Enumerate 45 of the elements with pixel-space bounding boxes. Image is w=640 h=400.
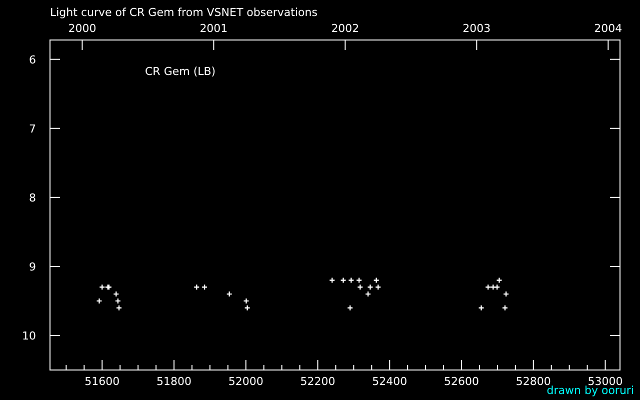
y-tick-label: 8 — [29, 191, 36, 204]
x2-tick-label: 2004 — [594, 22, 622, 35]
point — [340, 277, 346, 284]
point — [496, 277, 502, 284]
point — [373, 277, 380, 284]
point — [367, 284, 374, 290]
point — [116, 304, 122, 311]
x-tick-label: 52000 — [228, 375, 264, 388]
point — [194, 284, 200, 290]
point — [243, 298, 250, 304]
point — [96, 298, 102, 304]
point — [478, 304, 484, 311]
point — [494, 284, 500, 290]
y-tick-label: 6 — [29, 53, 36, 66]
annotation: CR Gem (LB) — [145, 65, 216, 78]
point — [364, 290, 372, 298]
point — [502, 304, 508, 311]
point — [490, 284, 496, 290]
point — [226, 290, 232, 298]
point — [114, 298, 122, 304]
x-tick-label: 52600 — [444, 375, 480, 388]
y-tick-label: 10 — [22, 329, 36, 342]
x-tick-label: 52400 — [372, 375, 408, 388]
point — [356, 277, 362, 284]
y-tick-label: 9 — [29, 260, 36, 274]
point — [485, 284, 492, 290]
x-tick-label: 51800 — [156, 375, 192, 388]
x-tick-label: 52200 — [300, 375, 336, 388]
point — [99, 284, 106, 290]
x2-tick-label: 2002 — [331, 22, 360, 35]
point — [346, 304, 354, 311]
y-tick-label: 7 — [29, 122, 36, 136]
x2-tick-label: 2003 — [462, 22, 491, 35]
point — [113, 290, 120, 298]
point — [201, 284, 208, 290]
point — [244, 304, 250, 311]
chart-title: Light curve of CR Gem from VSNET observations — [50, 6, 318, 19]
point — [348, 277, 354, 284]
point — [329, 277, 336, 284]
point — [357, 284, 364, 290]
x-tick-label: 51600 — [84, 375, 120, 388]
x2-tick-label: 2001 — [200, 22, 228, 35]
point — [375, 284, 382, 290]
x2-tick-label: 2000 — [68, 22, 96, 35]
point — [502, 290, 510, 298]
